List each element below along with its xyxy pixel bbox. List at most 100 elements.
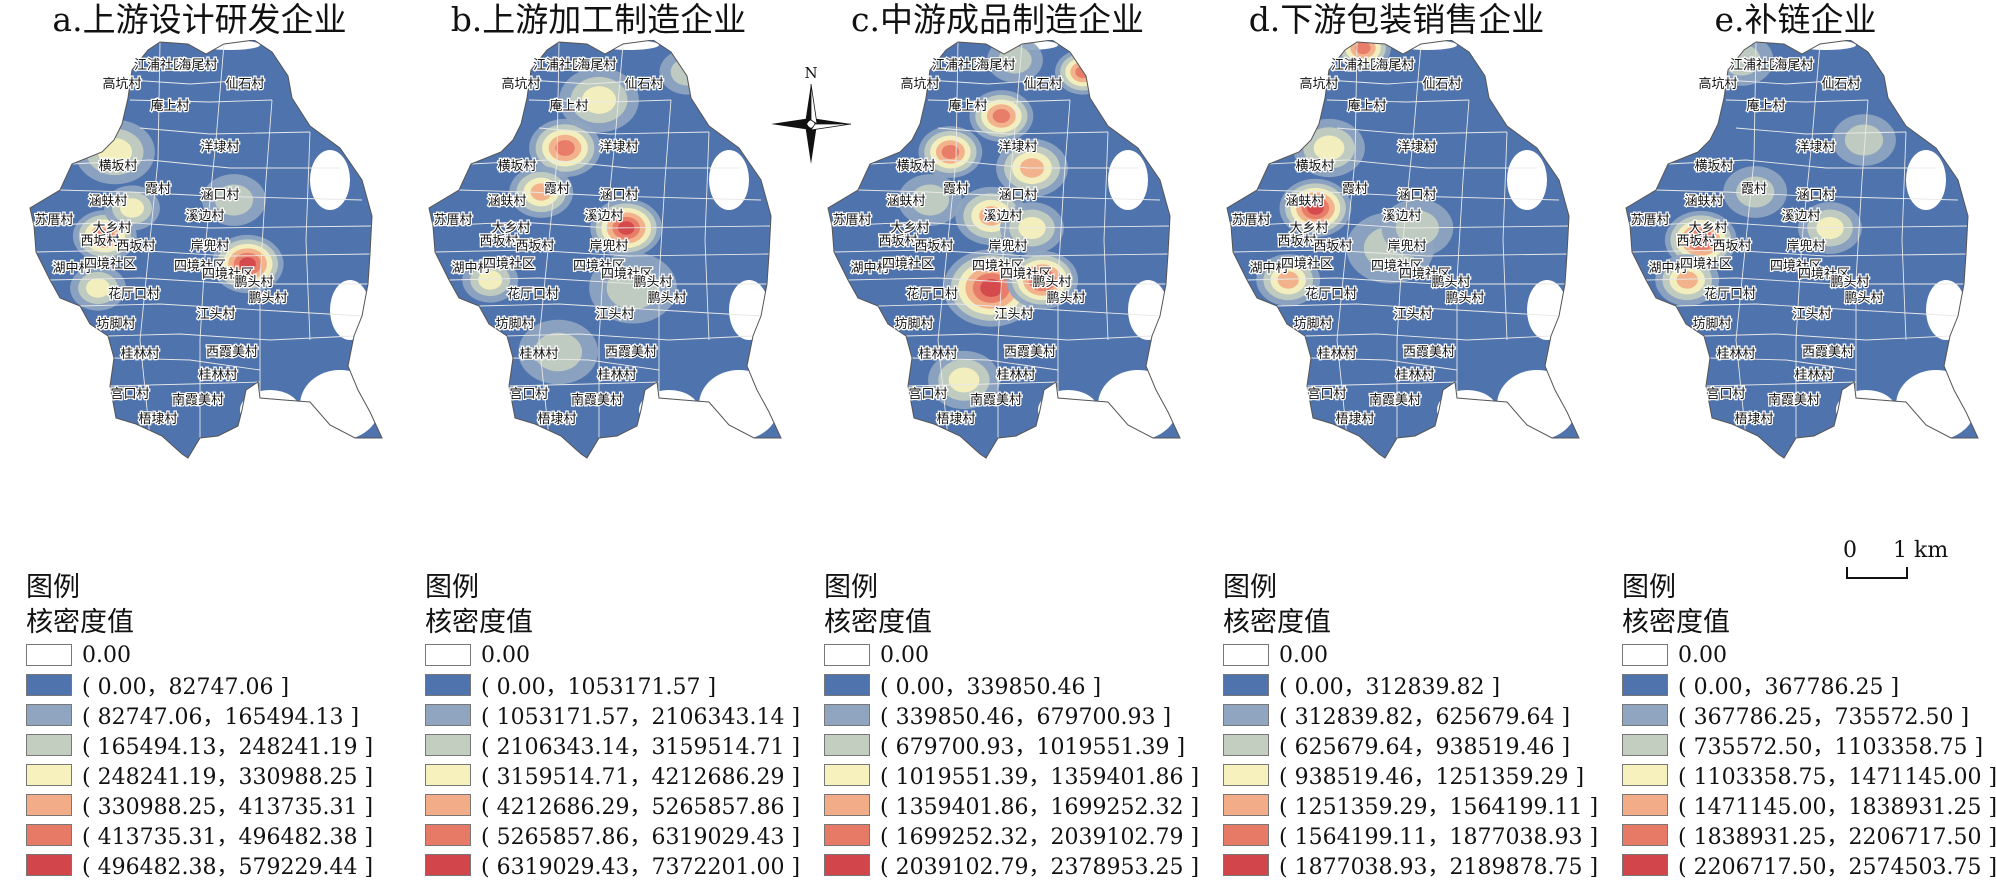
village-label: 南霞美村	[970, 392, 1022, 408]
legend-row-6: ( 413735.31，496482.38 ]	[26, 820, 398, 850]
legend-row-4: ( 1103358.75，1471145.00 ]	[1622, 760, 1996, 790]
legend-label: ( 339850.46，679700.93 ]	[880, 705, 1172, 730]
village-label: 仙石村	[1422, 77, 1461, 92]
village-label: 湖中村	[52, 261, 91, 276]
density-contour	[1355, 41, 1371, 55]
village-label: 溪边村	[1781, 209, 1820, 224]
village-label: 坊脚村	[894, 316, 933, 332]
legend-swatch	[1622, 704, 1668, 726]
legend-label: ( 248241.19，330988.25 ]	[82, 765, 374, 790]
legend-row-7: ( 2206717.50，2574503.75 ]	[1622, 850, 1996, 880]
village-label: 江浦社区	[932, 57, 984, 73]
village-label: 四境社区	[1000, 266, 1052, 282]
village-label: 四境社区	[601, 266, 653, 282]
legend-row-7: ( 496482.38，579229.44 ]	[26, 850, 398, 880]
legend-swatch	[26, 854, 72, 876]
legend-row-2: ( 312839.82，625679.64 ]	[1223, 700, 1595, 730]
panel-title: c.中游成品制造企业	[851, 0, 1144, 39]
legend-label: ( 679700.93，1019551.39 ]	[880, 735, 1186, 760]
village-label: 大乡村	[92, 221, 131, 236]
legend-row-6: ( 5265857.86，6319029.43 ]	[425, 820, 801, 850]
village-label: 四境社区	[1680, 256, 1732, 272]
village-label: 桂林村	[1395, 368, 1434, 383]
density-contour	[670, 58, 705, 86]
village-label: 鹏头村	[1445, 291, 1484, 306]
village-label: 仙石村	[1821, 77, 1860, 92]
village-label: 湖中村	[451, 261, 490, 276]
village-label: 西坂村	[1277, 234, 1316, 249]
legend-swatch	[26, 734, 72, 756]
legend-swatch	[1223, 854, 1269, 876]
legend-swatch	[425, 854, 471, 876]
village-label: 四境社区	[882, 256, 934, 272]
legend-swatch	[824, 674, 870, 696]
village-label: 四境社区	[202, 266, 254, 282]
village-label: 西坂村	[1712, 239, 1751, 254]
legend-row-1: ( 0.00，1053171.57 ]	[425, 670, 797, 700]
panel-a: a.上游设计研发企业 江浦社区 海尾村 仙石村 高坑村 庵上村 洋埭村 横坂村 霞村 涵口村 涵蚨…	[0, 0, 399, 880]
legend-row-3: ( 679700.93，1019551.39 ]	[824, 730, 1196, 760]
legend-label: ( 367786.25，735572.50 ]	[1678, 705, 1970, 730]
village-label: 鹏头村	[1844, 291, 1883, 306]
legend-row-zero: 0.00	[425, 640, 797, 670]
village-label: 南霞美村	[1768, 392, 1820, 408]
legend-label: ( 1699252.32，2039102.79 ]	[880, 825, 1200, 850]
legend-subtitle: 核密度值	[1223, 607, 1331, 638]
panel-title: d.下游包装销售企业	[1248, 0, 1545, 39]
village-label: 坊脚村	[1692, 316, 1731, 332]
village-label: 涵蚨村	[886, 194, 925, 209]
legend-swatch	[1223, 824, 1269, 846]
village-label: 西坂村	[1313, 239, 1352, 254]
village-label: 梧埭村	[138, 412, 177, 427]
village-label: 西坂村	[479, 234, 518, 249]
village-label: 洋埭村	[599, 140, 638, 155]
village-label: 西坂村	[515, 239, 554, 254]
density-contour	[120, 198, 144, 218]
density-hotspots	[462, 49, 716, 385]
legend-row-3: ( 2106343.14，3159514.71 ]	[425, 730, 800, 760]
legend-label: ( 1838931.25，2206717.50 ]	[1678, 825, 1996, 850]
density-contour	[555, 140, 575, 156]
village-label: 江头村	[595, 307, 634, 322]
legend-label: ( 5265857.86，6319029.43 ]	[481, 825, 801, 850]
legend: 图例 核密度值 0.00 ( 0.00，367786.25 ] ( 367786…	[1622, 570, 1996, 880]
village-label: 庵上村	[549, 98, 588, 114]
density-contour	[86, 278, 110, 298]
village-label: 海尾村	[976, 58, 1015, 73]
village-label: 桂林村	[597, 368, 636, 383]
village-label: 洋埭村	[998, 140, 1037, 155]
study-area-outline	[1625, 40, 1979, 459]
legend-label: 0.00	[82, 642, 131, 668]
village-label: 岸兜村	[1786, 239, 1825, 254]
village-label: 四境社区	[1770, 258, 1822, 274]
village-label: 横坂村	[896, 159, 935, 174]
village-label: 涵口村	[1397, 188, 1436, 203]
legend-swatch	[824, 644, 870, 666]
village-label: 花厅口村	[1305, 286, 1357, 302]
village-label: 鹏头村	[1032, 275, 1071, 290]
village-label: 仙石村	[225, 77, 264, 92]
village-label: 鹏头村	[633, 275, 672, 290]
legend-label: ( 1564199.11，1877038.93 ]	[1279, 825, 1599, 850]
village-label: 宫口村	[509, 387, 548, 402]
legend-swatch	[1223, 704, 1269, 726]
density-contour	[214, 184, 254, 216]
legend-row-5: ( 4212686.29，5265857.86 ]	[425, 790, 801, 820]
village-label: 洋埭村	[200, 140, 239, 155]
village-label: 四境社区	[972, 258, 1024, 274]
village-label: 鹏头村	[1046, 291, 1085, 306]
village-label: 梧埭村	[936, 412, 975, 427]
legend-label: ( 2039102.79，2378953.25 ]	[880, 855, 1200, 880]
village-label: 岸兜村	[589, 239, 628, 254]
village-label: 江头村	[1393, 307, 1432, 322]
village-label: 苏厝村	[1630, 212, 1669, 228]
village-label: 桂林村	[1794, 368, 1833, 383]
village-label: 梧埭村	[1335, 412, 1374, 427]
village-label: 高坑村	[900, 76, 939, 92]
legend-swatch	[425, 674, 471, 696]
study-area-outline	[428, 40, 782, 459]
legend-label: ( 4212686.29，5265857.86 ]	[481, 795, 801, 820]
village-label: 江头村	[1792, 307, 1831, 322]
